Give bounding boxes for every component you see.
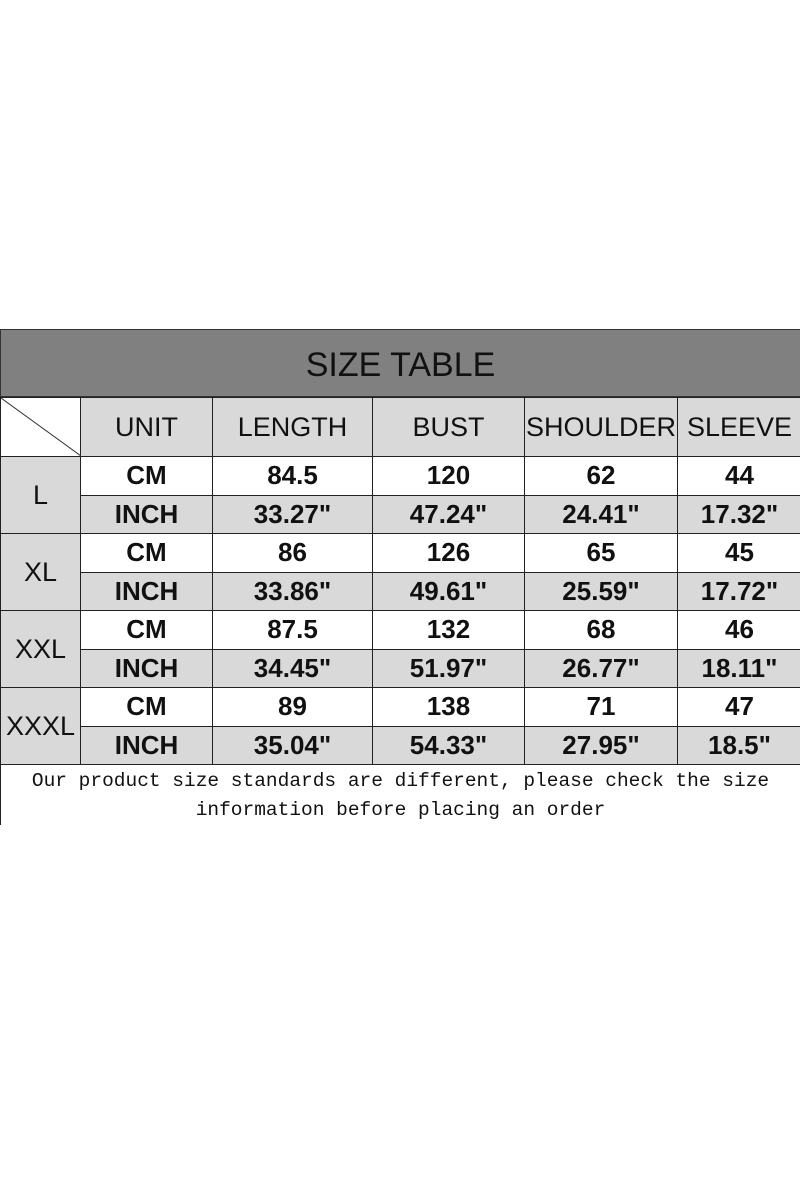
unit-cell: CM <box>80 610 213 650</box>
diagonal-line-icon <box>1 398 81 456</box>
size-note: Our product size standards are different… <box>0 765 800 825</box>
value-cell: 132 <box>372 610 525 650</box>
header-sleeve: SLEEVE <box>677 397 800 457</box>
unit-cell: INCH <box>80 725 213 765</box>
value-cell: 62 <box>524 456 678 496</box>
value-cell: 33.86" <box>212 571 373 611</box>
value-cell: 126 <box>372 533 525 573</box>
value-cell: 120 <box>372 456 525 496</box>
size-label: XXXL <box>0 687 81 765</box>
value-cell: 18.5" <box>677 725 800 765</box>
value-cell: 86 <box>212 533 373 573</box>
table-row-cm: XL CM 86 126 65 45 <box>0 533 800 611</box>
value-cell: 34.45" <box>212 648 373 688</box>
header-shoulder: SHOULDER <box>524 397 678 457</box>
value-cell: 138 <box>372 687 525 727</box>
unit-cell: INCH <box>80 648 213 688</box>
value-cell: 17.72" <box>677 571 800 611</box>
value-cell: 17.32" <box>677 494 800 534</box>
value-cell: 33.27" <box>212 494 373 534</box>
size-label: L <box>0 456 81 534</box>
value-cell: 46 <box>677 610 800 650</box>
value-cell: 18.11" <box>677 648 800 688</box>
table-title: SIZE TABLE <box>0 329 800 397</box>
table-row-cm: XXXL CM 89 138 71 47 <box>0 687 800 765</box>
header-bust: BUST <box>372 397 525 457</box>
header-length: LENGTH <box>212 397 373 457</box>
diagonal-corner-cell <box>0 397 81 457</box>
value-cell: 47 <box>677 687 800 727</box>
value-cell: 25.59" <box>524 571 678 611</box>
value-cell: 47.24" <box>372 494 525 534</box>
value-cell: 68 <box>524 610 678 650</box>
value-cell: 24.41" <box>524 494 678 534</box>
header-unit: UNIT <box>80 397 213 457</box>
note-line-2: information before placing an order <box>195 799 606 821</box>
size-label: XXL <box>0 610 81 688</box>
value-cell: 51.97" <box>372 648 525 688</box>
unit-cell: INCH <box>80 571 213 611</box>
value-cell: 26.77" <box>524 648 678 688</box>
table-row-inch: INCH 35.04" 54.33" 27.95" 18.5" <box>1 725 800 765</box>
header-row: UNIT LENGTH BUST SHOULDER SLEEVE <box>0 397 800 457</box>
note-line-1: Our product size standards are different… <box>31 770 770 792</box>
table-row-inch: INCH 34.45" 51.97" 26.77" 18.11" <box>1 648 800 688</box>
size-table: SIZE TABLE UNIT LENGTH BUST SHOULDER SLE… <box>0 329 800 765</box>
value-cell: 35.04" <box>212 725 373 765</box>
unit-cell: CM <box>80 687 213 727</box>
unit-cell: CM <box>80 456 213 496</box>
table-row-cm: XXL CM 87.5 132 68 46 <box>0 610 800 688</box>
value-cell: 84.5 <box>212 456 373 496</box>
unit-cell: CM <box>80 533 213 573</box>
table-row-inch: INCH 33.27" 47.24" 24.41" 17.32" <box>1 494 800 534</box>
size-grid: UNIT LENGTH BUST SHOULDER SLEEVE L CM 84.5… <box>0 397 800 765</box>
value-cell: 49.61" <box>372 571 525 611</box>
value-cell: 89 <box>212 687 373 727</box>
unit-cell: INCH <box>80 494 213 534</box>
value-cell: 87.5 <box>212 610 373 650</box>
value-cell: 45 <box>677 533 800 573</box>
table-row-inch: INCH 33.86" 49.61" 25.59" 17.72" <box>1 571 800 611</box>
value-cell: 27.95" <box>524 725 678 765</box>
value-cell: 54.33" <box>372 725 525 765</box>
value-cell: 65 <box>524 533 678 573</box>
value-cell: 44 <box>677 456 800 496</box>
size-label: XL <box>0 533 81 611</box>
value-cell: 71 <box>524 687 678 727</box>
table-row-cm: L CM 84.5 120 62 44 <box>0 456 800 534</box>
